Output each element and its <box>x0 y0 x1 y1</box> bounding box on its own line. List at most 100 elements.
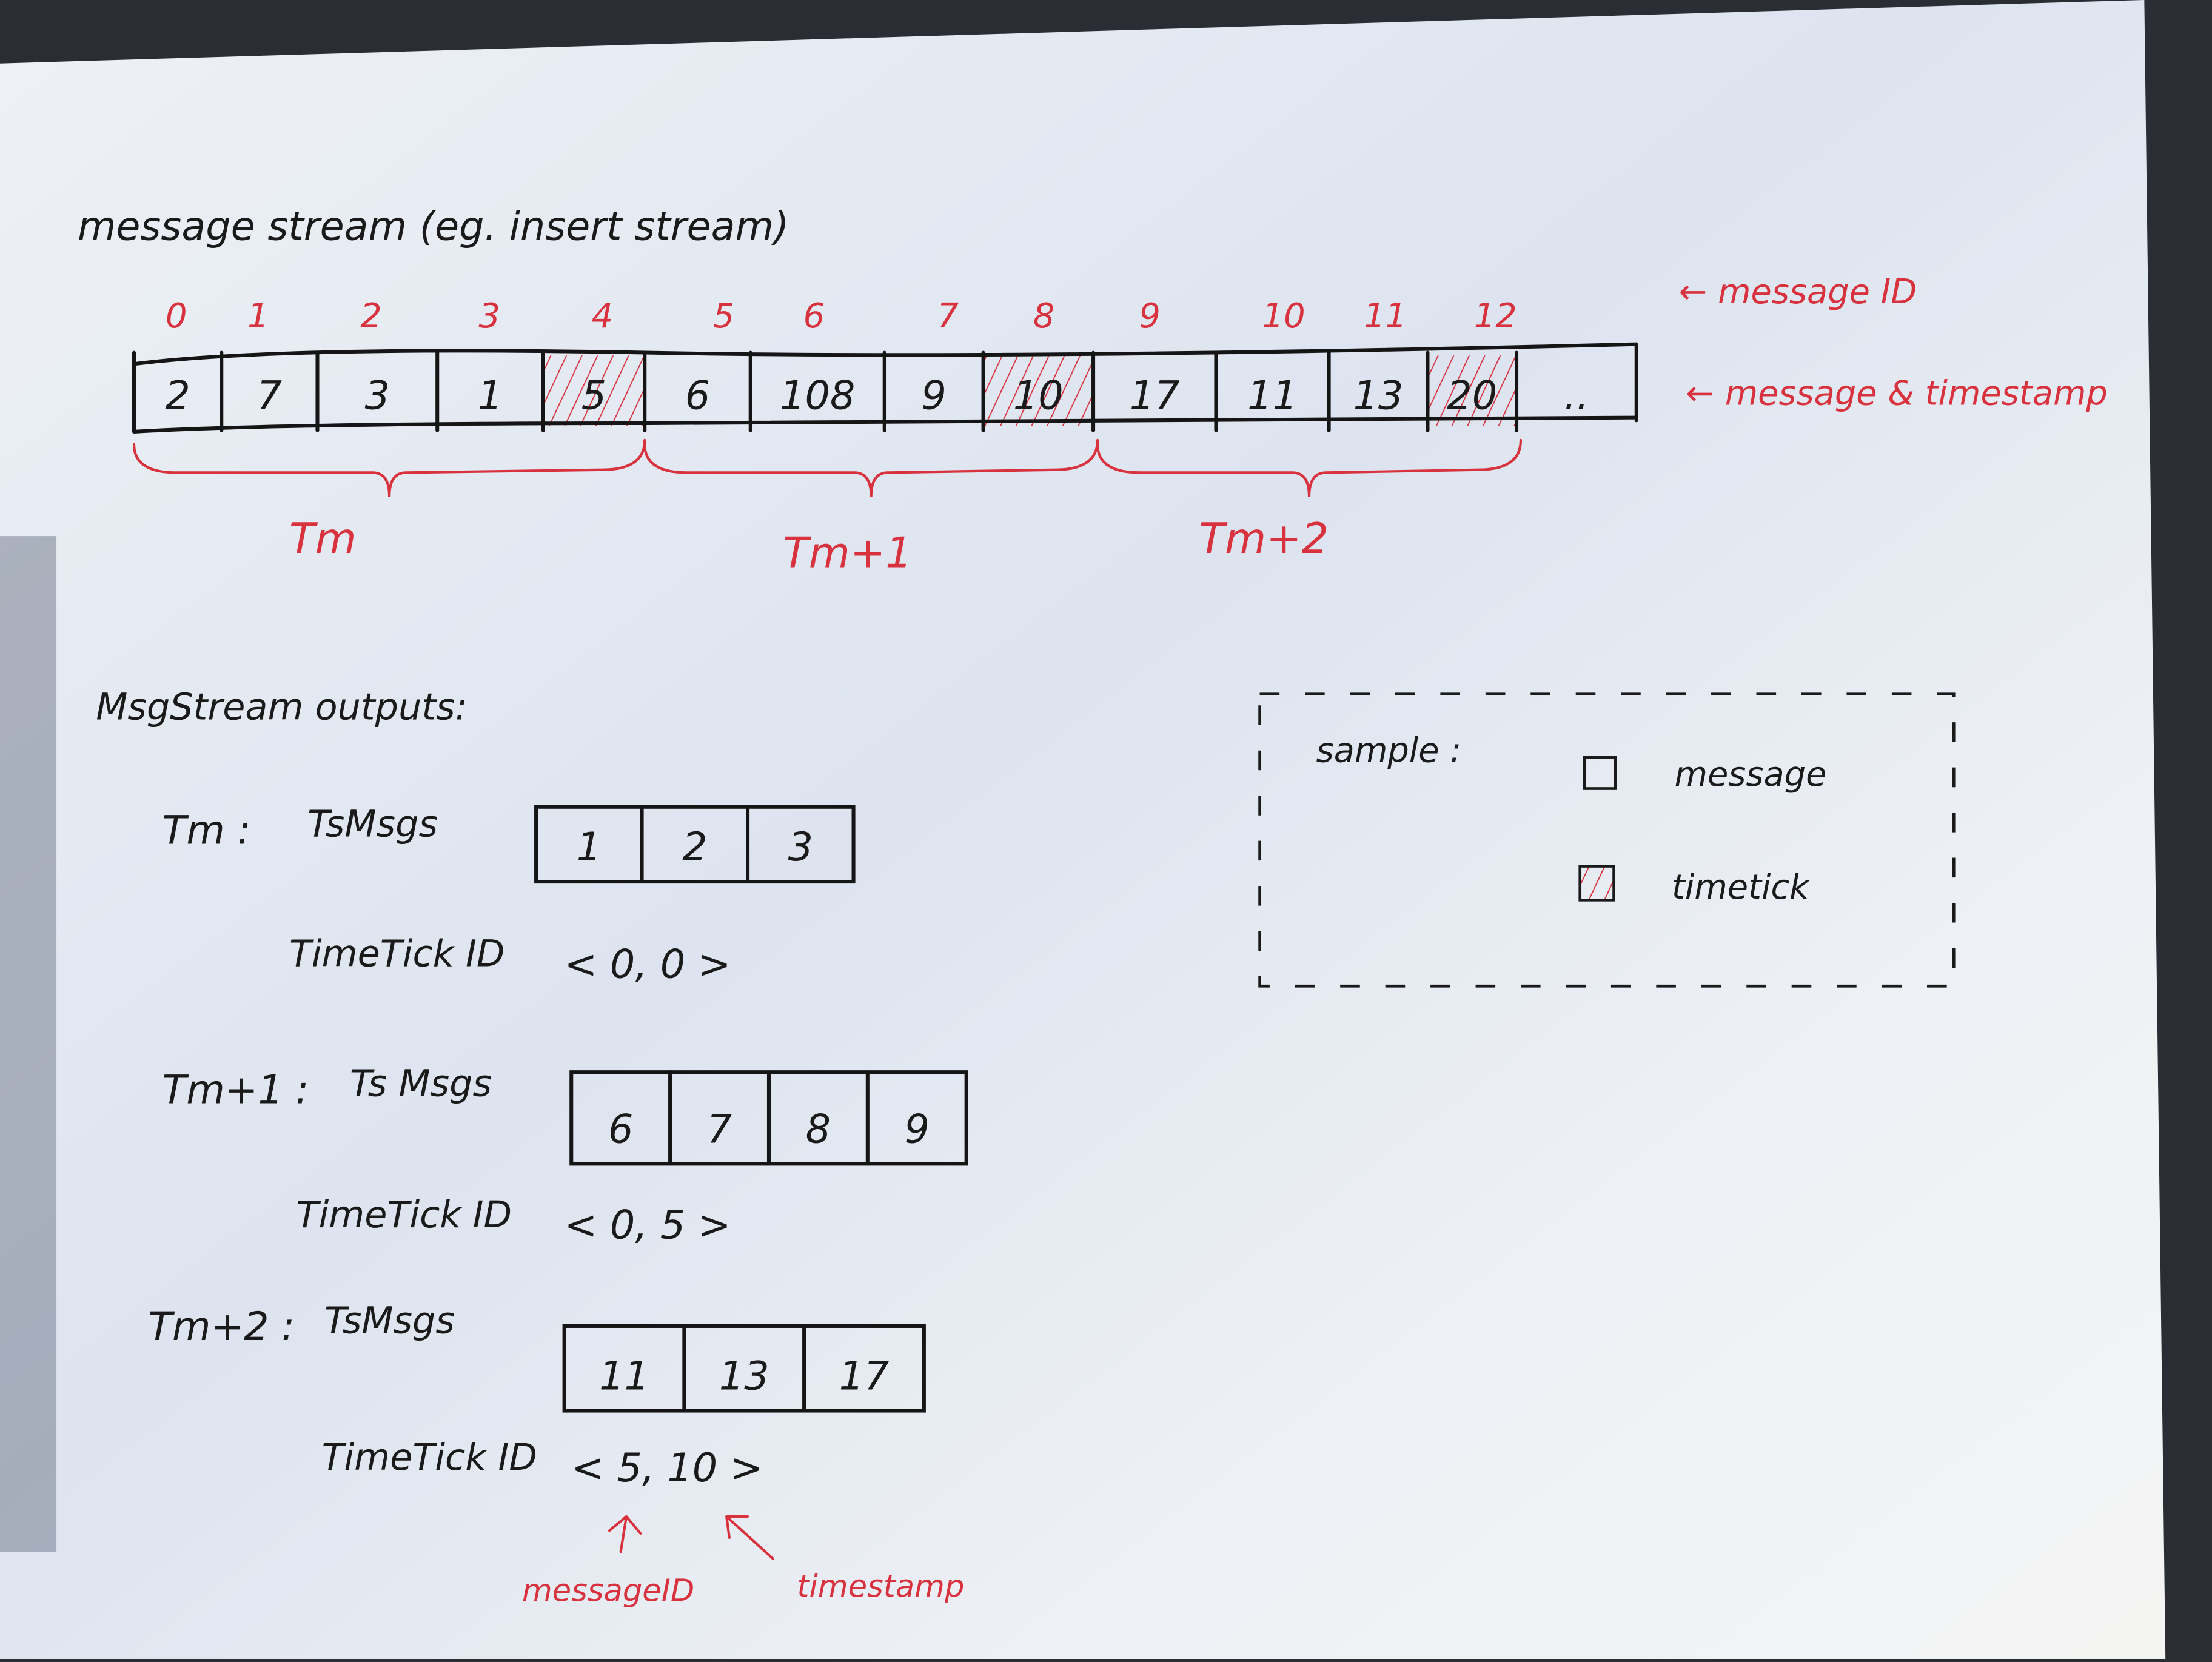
hatch-fill <box>983 355 1094 426</box>
ts-msgs-box <box>562 1324 926 1413</box>
msgstream-outputs: Tm : TsMsgs 1 2 3 TimeTick ID < 0, 0 > Tm+1 : Ts… <box>148 803 968 1491</box>
message-id-annotation: ← message ID <box>1679 272 1917 312</box>
message-id-label: 7 <box>937 297 959 336</box>
ts-msg-value: 8 <box>806 1107 831 1152</box>
legend-title: sample : <box>1316 731 1462 770</box>
cell-value: 1 <box>478 374 503 419</box>
diagram-title: message stream (eg. insert stream) <box>78 204 789 250</box>
pointer-annotations: messageID timestamp <box>522 1515 965 1609</box>
brace <box>643 438 1099 497</box>
timetick-id-value: < 0, 0 > <box>565 942 731 987</box>
message-cell: 7 <box>220 350 282 432</box>
message-cell: 17 <box>1091 350 1180 432</box>
timetick-hatched-square-icon <box>1578 865 1615 902</box>
timetick-id-label: TimeTick ID <box>289 933 504 976</box>
stream-bottom-edge <box>132 415 1638 434</box>
message-id-row: 0 1 2 3 4 5 6 7 8 9 10 11 12 <box>166 297 1517 336</box>
message-cell: 1 <box>435 350 503 432</box>
ts-msg-value: 17 <box>839 1354 890 1399</box>
message-stream: 2 7 3 1 5 6 108 9 10 17 11 13 20.. <box>132 342 1638 434</box>
timetick-cell: 20 <box>1426 350 1517 432</box>
ts-msg-value: 1 <box>577 825 602 870</box>
output-time-label: Tm+1 : <box>163 1067 309 1113</box>
message-id-label: 11 <box>1364 297 1407 336</box>
ts-msg-value: 13 <box>719 1354 769 1399</box>
shadow <box>0 536 57 1552</box>
message-id-label: 12 <box>1474 297 1517 336</box>
message-square-icon <box>1583 756 1617 790</box>
ts-msg-value: 9 <box>905 1107 930 1152</box>
output-block: Tm+2 : TsMsgs 11 13 17 TimeTick ID < 5, 10 > <box>148 1300 926 1491</box>
ts-msg-value: 3 <box>788 825 813 870</box>
time-range-label: Tm+2 <box>1199 514 1329 563</box>
cell-value: 5 <box>581 374 606 419</box>
ts-msgs-label: TsMsgs <box>324 1300 455 1342</box>
stream-top-edge <box>132 342 1638 366</box>
legend-timetick-label: timetick <box>1672 868 1811 907</box>
outputs-heading: MsgStream outputs: <box>96 686 468 729</box>
message-id-label: 1 <box>247 297 269 336</box>
message-id-label: 2 <box>360 297 382 336</box>
message-cell: 13 <box>1327 350 1404 432</box>
message-id-label: 3 <box>479 297 501 336</box>
cell-value: 6 <box>685 374 710 419</box>
ts-msgs-box <box>534 805 856 884</box>
arrow-up-icon <box>608 1515 642 1553</box>
cell-value: 9 <box>921 374 946 419</box>
message-cell: 108 <box>748 350 855 432</box>
message-id-label: 6 <box>803 297 825 336</box>
message-id-label: 8 <box>1033 297 1055 336</box>
timetick-cell: 10 <box>981 350 1094 432</box>
timetick-id-label: TimeTick ID <box>321 1436 537 1479</box>
legend-message-label: message <box>1675 755 1827 794</box>
message-id-label: 5 <box>713 297 735 336</box>
message-id-label: 4 <box>592 297 614 336</box>
message-id-label: 10 <box>1262 297 1305 336</box>
message-id-label: 0 <box>166 297 187 336</box>
output-block: Tm+1 : Ts Msgs 6 7 8 9 TimeTick ID < 0, 5 > <box>163 1063 968 1248</box>
message-id-pointer-label: messageID <box>522 1573 694 1609</box>
time-tick-ranges: Tm Tm+1 Tm+2 <box>132 438 1523 577</box>
cell-value: 3 <box>365 374 390 419</box>
message-cell: 3 <box>315 350 390 432</box>
ts-msgs-label: Ts Msgs <box>350 1063 492 1105</box>
arrow-diagonal-icon <box>725 1515 775 1560</box>
time-range-label: Tm+1 <box>783 528 912 577</box>
brace <box>1096 438 1523 497</box>
message-timestamp-annotation: ← message & timestamp <box>1686 374 2108 414</box>
timetick-id-label: TimeTick ID <box>297 1194 512 1236</box>
output-block: Tm : TsMsgs 1 2 3 TimeTick ID < 0, 0 > <box>163 803 856 987</box>
cell-value: 20 <box>1447 374 1497 419</box>
ts-msg-value: 7 <box>707 1107 732 1152</box>
cell-value: .. <box>1564 374 1589 419</box>
cell-value: 10 <box>1013 374 1064 419</box>
timetick-id-value: < 0, 5 > <box>565 1203 731 1248</box>
message-cell: 11 <box>1214 350 1298 432</box>
message-cell: .. <box>1514 350 1589 432</box>
output-time-label: Tm+2 : <box>148 1304 295 1350</box>
brace <box>132 438 646 497</box>
timestamp-pointer-label: timestamp <box>797 1569 964 1605</box>
ts-msgs-label: TsMsgs <box>307 803 438 846</box>
cell-value: 2 <box>165 374 190 419</box>
output-time-label: Tm : <box>163 808 251 853</box>
time-range-label: Tm <box>289 514 357 563</box>
message-id-label: 9 <box>1139 297 1161 336</box>
cell-value: 7 <box>257 374 282 419</box>
cell-value: 11 <box>1247 374 1298 419</box>
ts-msg-value: 2 <box>682 825 707 870</box>
cell-value: 17 <box>1130 374 1180 419</box>
timetick-cell: 5 <box>541 350 645 432</box>
cell-value: 108 <box>780 374 855 419</box>
ts-msg-value: 6 <box>608 1107 633 1152</box>
message-cell: 6 <box>643 350 710 432</box>
message-cell: 9 <box>882 350 947 432</box>
cell-value: 13 <box>1353 374 1404 419</box>
hatch-fill <box>543 355 645 426</box>
legend: sample : message timetick <box>1258 692 1956 988</box>
hatch-fill <box>1427 355 1517 426</box>
ts-msg-value: 11 <box>599 1354 649 1399</box>
timetick-id-value: < 5, 10 > <box>571 1446 763 1491</box>
